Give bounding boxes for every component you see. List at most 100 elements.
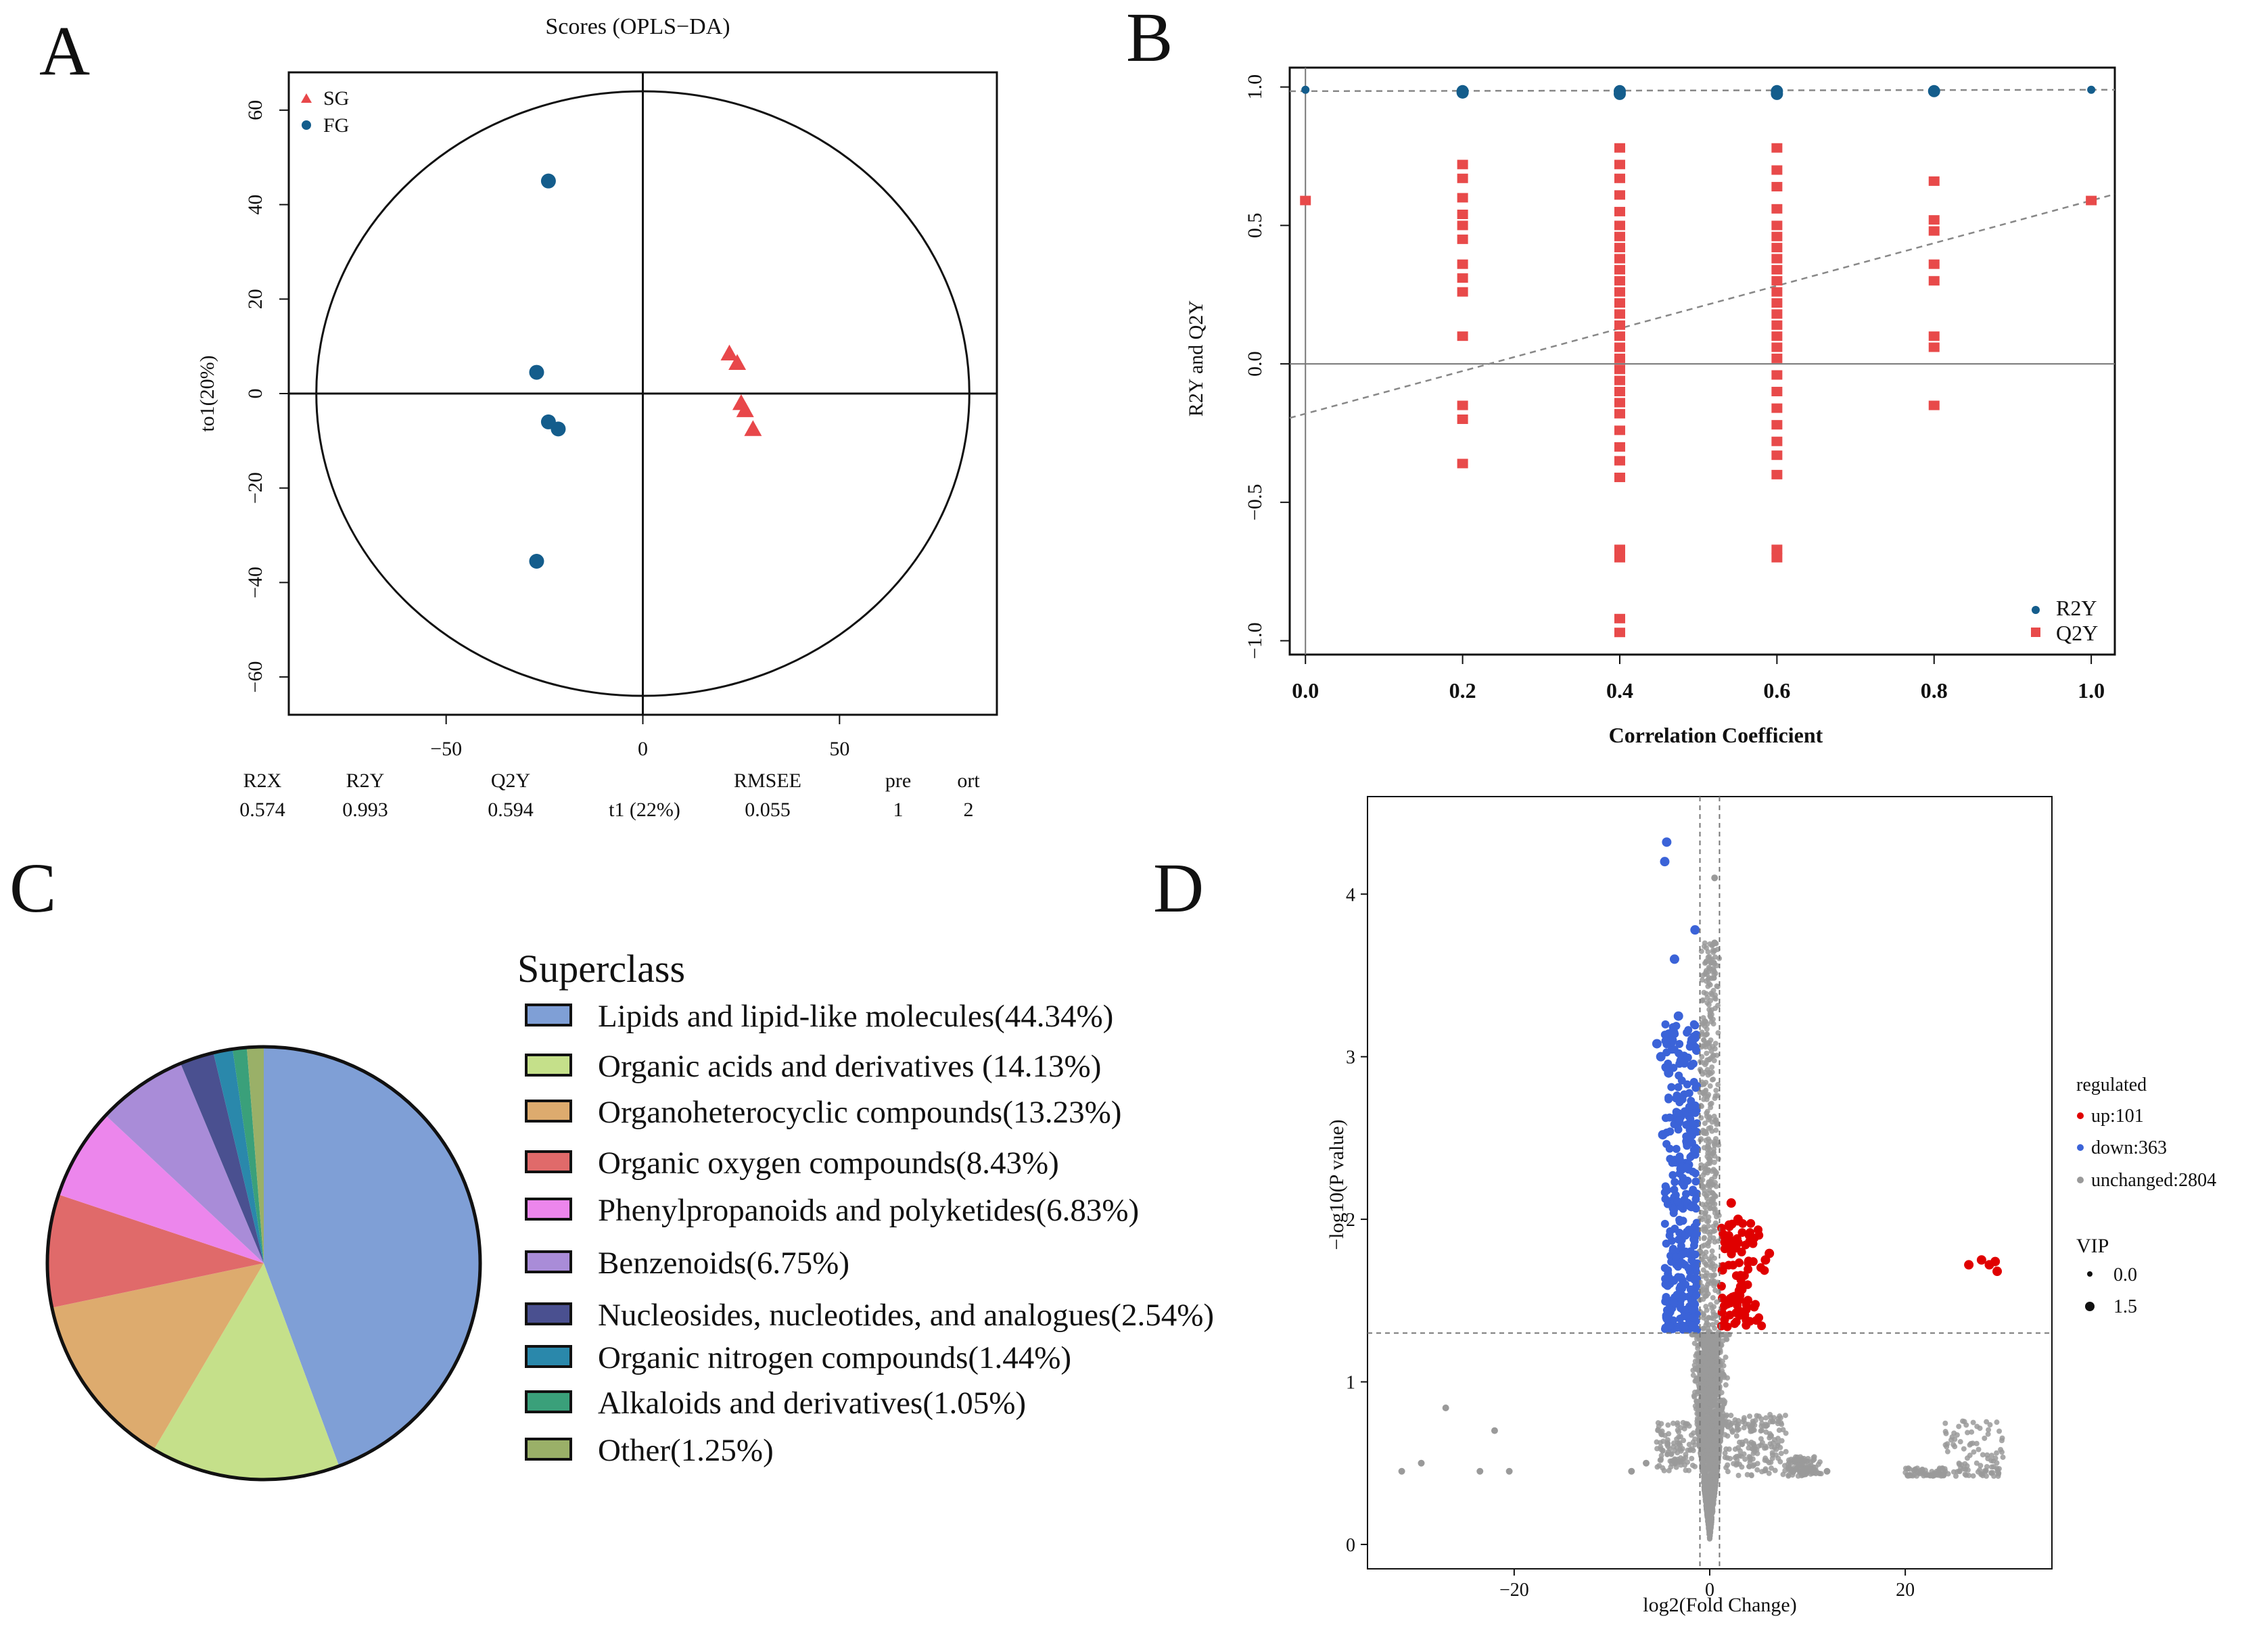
- unchanged-point: [1710, 1206, 1716, 1212]
- q2y-point: [1614, 613, 1625, 623]
- unchanged-point: [1818, 1471, 1824, 1477]
- r2y-point: [1614, 87, 1626, 100]
- q2y-point: [1771, 287, 1783, 297]
- q2y-point: [1771, 420, 1783, 430]
- unchanged-point: [1712, 1396, 1719, 1402]
- down-point: [1665, 1231, 1674, 1240]
- unchanged-point: [1988, 1453, 1994, 1459]
- unchanged-point: [1706, 1379, 1712, 1386]
- y-tick-label: 3: [1346, 1047, 1355, 1068]
- r2y-point: [2087, 85, 2096, 94]
- down-point: [1684, 1026, 1693, 1035]
- chart-a-points: [529, 173, 762, 569]
- unchanged-point: [1655, 1427, 1661, 1433]
- unchanged-point: [1735, 1472, 1742, 1478]
- unchanged-point: [1999, 1435, 2005, 1441]
- up-point: [1964, 1260, 1974, 1270]
- unchanged-point: [1961, 1446, 1967, 1452]
- unchanged-point: [1728, 1413, 1734, 1419]
- down-point: [1673, 1011, 1683, 1021]
- unchanged-point: [1734, 1427, 1740, 1434]
- chart-b-reference-lines: [1289, 68, 2116, 655]
- unchanged-point: [1700, 972, 1706, 978]
- unchanged-point: [1710, 1321, 1716, 1327]
- q2y-point: [1457, 160, 1468, 170]
- down-point: [1689, 1120, 1698, 1129]
- unchanged-point: [1709, 1363, 1715, 1369]
- unchanged-point: [1963, 1422, 1969, 1428]
- stat-q2y-value: 0.594: [488, 799, 534, 821]
- pie-legend: Lipids and lipid-like molecules(44.34%) O…: [525, 999, 1214, 1468]
- unchanged-point: [1706, 1512, 1712, 1518]
- unchanged-point: [1767, 1431, 1773, 1437]
- down-point: [1675, 1098, 1684, 1106]
- down-point: [1688, 1306, 1697, 1315]
- q2y-point: [1614, 309, 1625, 319]
- unchanged-point: [1706, 1506, 1712, 1512]
- unchanged-point: [1398, 1467, 1405, 1475]
- unchanged-point: [1992, 1455, 1998, 1461]
- pie-legend-label: Organoheterocyclic compounds(13.23%): [598, 1095, 1121, 1130]
- unchanged-point: [1758, 1427, 1764, 1434]
- unchanged-point: [1706, 1315, 1712, 1321]
- unchanged-point: [1762, 1457, 1768, 1463]
- unchanged-point: [1628, 1467, 1635, 1475]
- unchanged-point: [1762, 1466, 1769, 1472]
- down-point: [1667, 1083, 1676, 1091]
- unchanged-point: [1709, 1248, 1715, 1254]
- up-point: [1724, 1260, 1733, 1270]
- unchanged-point: [1712, 1220, 1719, 1226]
- unchanged-point: [1746, 1441, 1752, 1447]
- unchanged-point: [1681, 1438, 1687, 1444]
- down-point: [1686, 1153, 1695, 1162]
- permutation-test-plot: 0.0 0.2 0.4 0.6 0.8 1.0 −1.0 −0.5 0.0 0.5 1.0 Cor…: [1185, 66, 2116, 747]
- y-tick-label: 2: [1346, 1210, 1355, 1231]
- up-point: [1730, 1319, 1739, 1328]
- unchanged-point: [1700, 1071, 1706, 1077]
- unchanged-point: [1706, 1125, 1712, 1131]
- down-point: [1691, 1108, 1700, 1117]
- chart-a-zero-lines: [289, 72, 997, 715]
- unchanged-point: [1715, 1002, 1721, 1008]
- q2y-point: [1457, 193, 1468, 203]
- unchanged-point: [1722, 1455, 1728, 1461]
- unchanged-point: [1754, 1461, 1760, 1467]
- unchanged-point: [1704, 1262, 1710, 1269]
- down-point: [1662, 1293, 1670, 1302]
- r2y-regression-line: [1289, 89, 2116, 93]
- x-tick-label: 0: [638, 738, 648, 760]
- unchanged-point: [1791, 1457, 1797, 1463]
- unchanged-point: [1713, 1127, 1719, 1133]
- unchanged-point: [1702, 1163, 1708, 1169]
- down-point: [1679, 1292, 1688, 1301]
- unchanged-point: [1711, 1450, 1717, 1457]
- up-point: [1735, 1295, 1745, 1304]
- unchanged-point: [1711, 1490, 1717, 1496]
- stat-rmsee-value: 0.055: [745, 799, 791, 821]
- unchanged-point: [1703, 1209, 1709, 1215]
- chart-d-unchanged-points: [1398, 874, 2006, 1542]
- panel-label-b: B: [1126, 0, 1173, 76]
- q2y-point: [1928, 342, 1940, 352]
- down-point: [1676, 1282, 1685, 1291]
- down-point: [1683, 1162, 1691, 1171]
- unchanged-point: [1704, 1066, 1710, 1072]
- unchanged-point: [1708, 1262, 1714, 1269]
- unchanged-point: [1683, 1467, 1689, 1473]
- down-point: [1662, 837, 1672, 847]
- up-point: [1736, 1271, 1746, 1280]
- pie-legend-label: Organic nitrogen compounds(1.44%): [598, 1340, 1071, 1375]
- q2y-point: [1614, 190, 1625, 200]
- legend-up-label: up:101: [2091, 1106, 2144, 1127]
- pie-legend-label: Nucleosides, nucleotides, and analogues(…: [598, 1298, 1214, 1333]
- q2y-point: [1928, 400, 1940, 410]
- pie-legend-label: Other(1.25%): [598, 1433, 774, 1468]
- unchanged-point: [1690, 1447, 1696, 1453]
- unchanged-point: [1710, 1417, 1716, 1423]
- unchanged-point: [1701, 1357, 1707, 1363]
- unchanged-point: [1976, 1446, 1982, 1453]
- unchanged-point: [1706, 1057, 1712, 1063]
- unchanged-point: [1712, 1477, 1719, 1483]
- down-point: [1670, 1206, 1679, 1214]
- down-point: [1692, 1047, 1701, 1056]
